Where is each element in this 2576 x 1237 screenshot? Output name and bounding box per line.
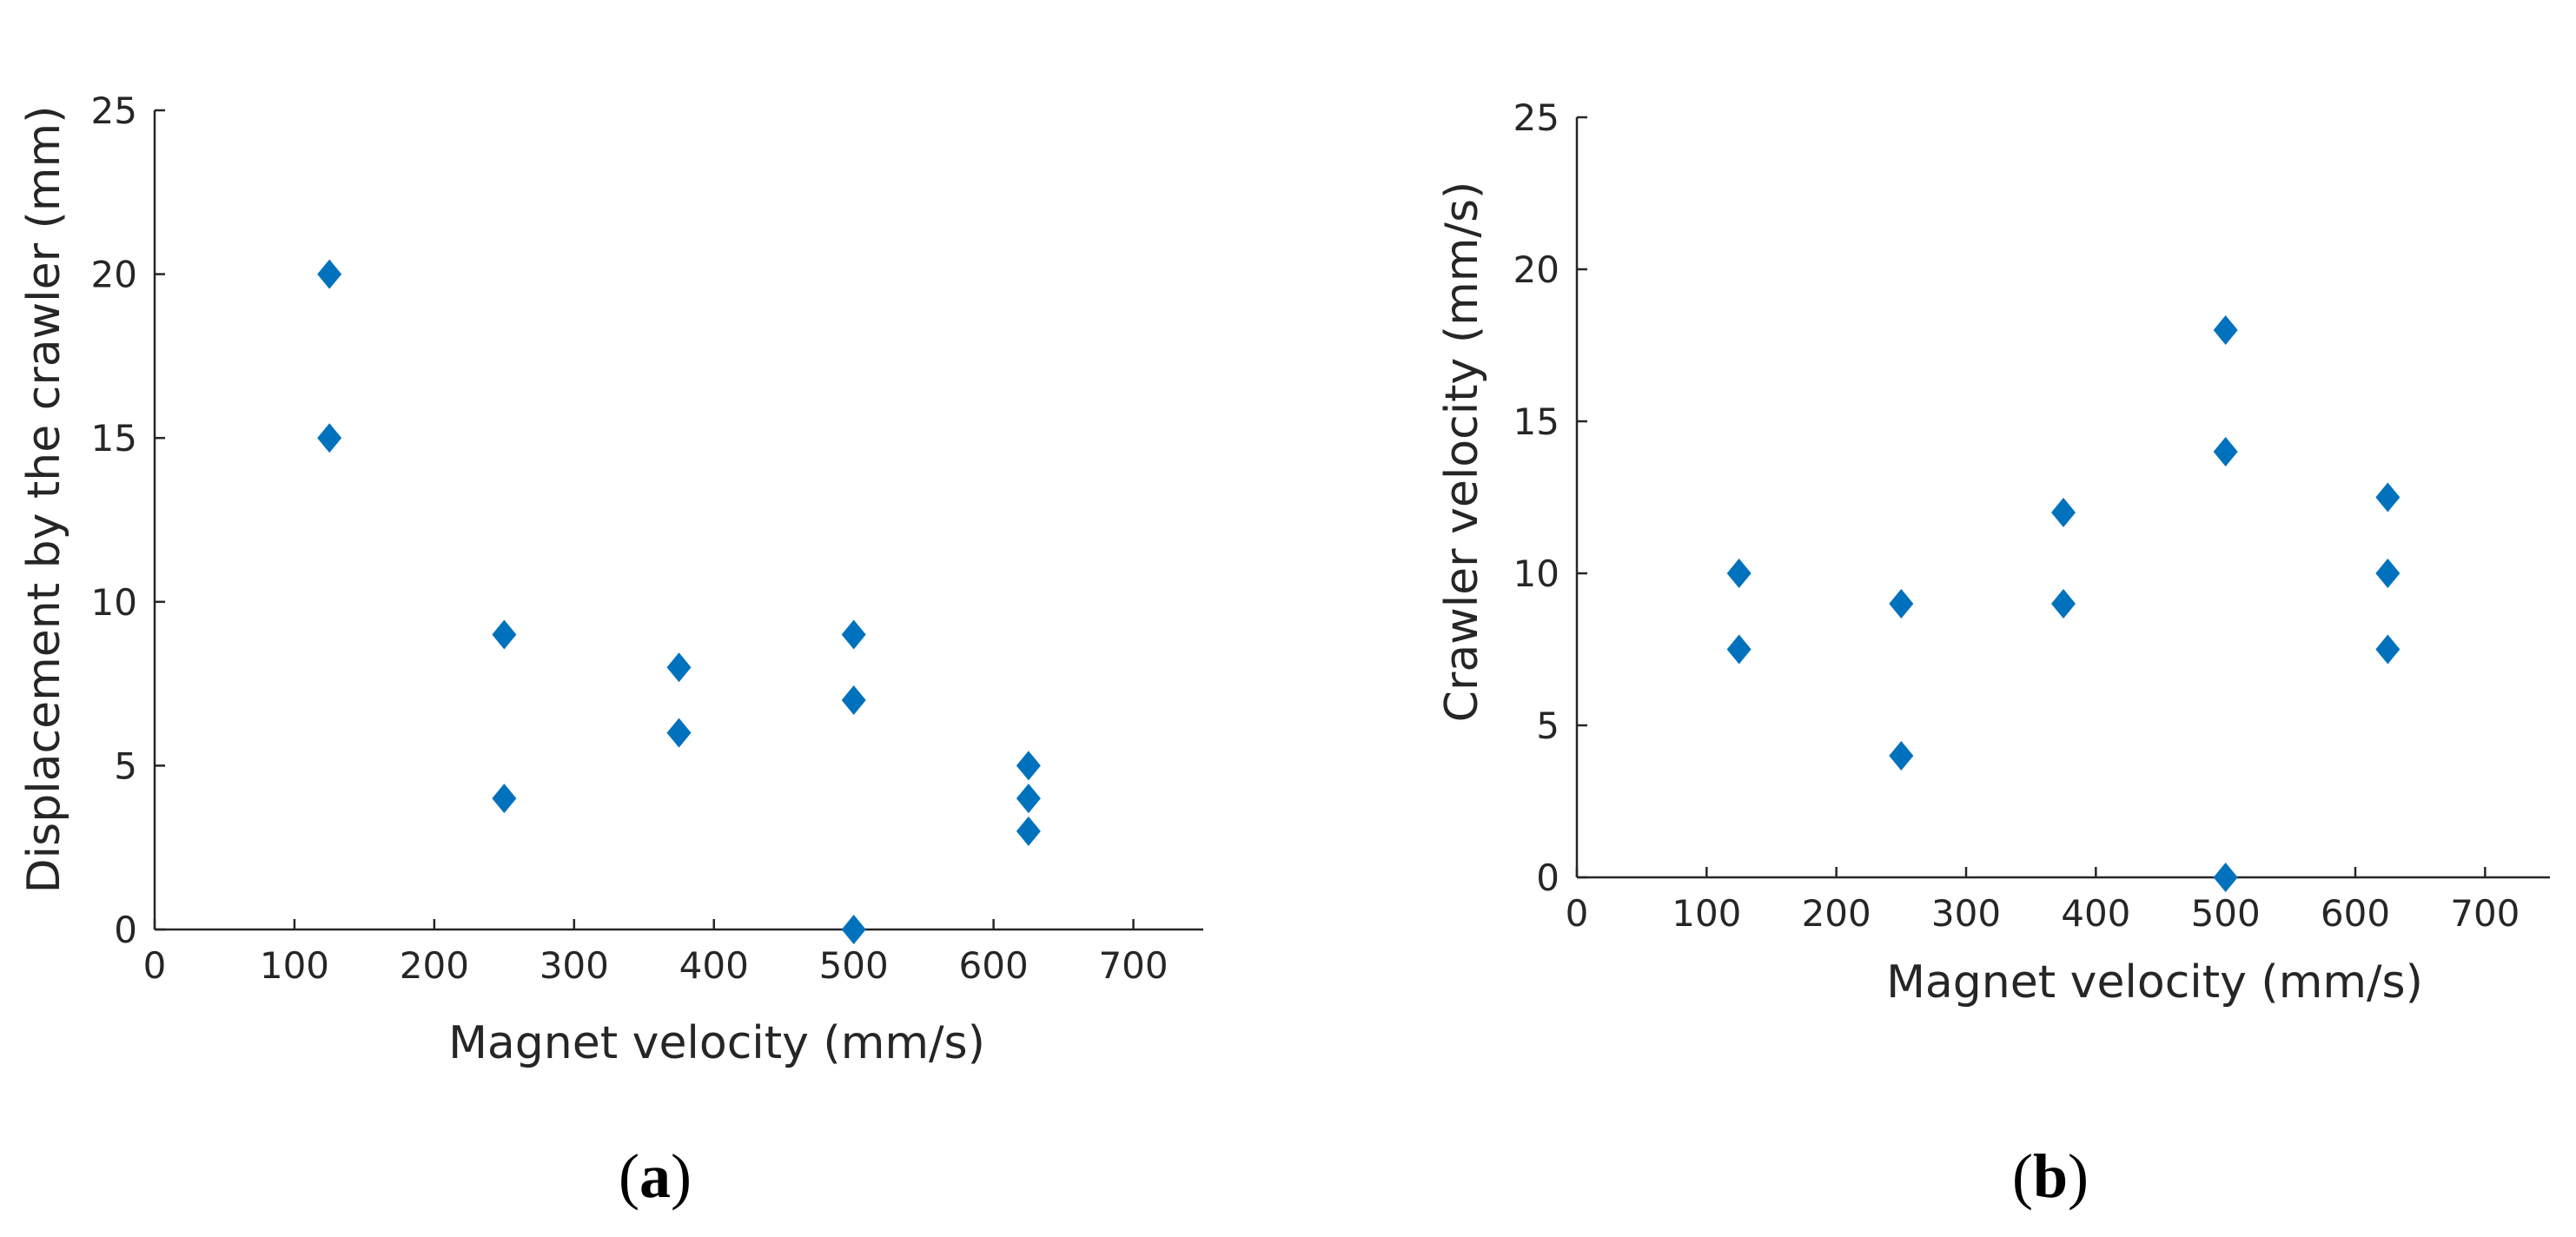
chart-a-x-tick-label: 700 bbox=[1098, 944, 1168, 987]
chart-b-point bbox=[2213, 315, 2238, 345]
chart-a-x-tick-label: 300 bbox=[540, 944, 609, 987]
chart-a-point bbox=[317, 259, 342, 289]
chart-b-x-tick-label: 300 bbox=[1931, 892, 2001, 935]
chart-panel-a: 0 100 200 300 400 500 600 700 0 5 10 15 20 25 Magnet … bbox=[18, 89, 1203, 1211]
chart-b-ticks: 0 100 200 300 400 500 600 700 0 5 10 15 20 25 bbox=[1513, 96, 2520, 935]
chart-b-x-tick-label: 500 bbox=[2191, 892, 2261, 935]
chart-a-point bbox=[841, 685, 866, 715]
chart-a-points bbox=[317, 259, 1041, 944]
chart-a-y-tick-label: 5 bbox=[114, 744, 137, 787]
panel-label-a-letter: a bbox=[639, 1141, 671, 1211]
chart-a-y-tick-label: 25 bbox=[91, 89, 137, 132]
chart-a-x-tick-label: 0 bbox=[143, 944, 167, 987]
chart-a-x-tick-label: 500 bbox=[819, 944, 889, 987]
chart-a-y-axis-title: Displacement by the crawler (mm) bbox=[18, 106, 70, 894]
chart-a-point bbox=[317, 423, 342, 453]
chart-b-x-tick-label: 200 bbox=[1802, 892, 1871, 935]
chart-a-point bbox=[1016, 784, 1041, 814]
chart-b-point bbox=[2213, 863, 2238, 892]
chart-b-point bbox=[2051, 589, 2076, 618]
chart-a-y-tick-label: 15 bbox=[91, 417, 137, 460]
chart-b-y-tick-label: 5 bbox=[1536, 704, 1560, 747]
chart-a-point bbox=[666, 718, 692, 748]
chart-b-y-tick-label: 20 bbox=[1513, 248, 1560, 291]
chart-b-y-tick-label: 25 bbox=[1513, 96, 1560, 139]
chart-a-point bbox=[1016, 751, 1041, 781]
chart-a-x-tick-label: 600 bbox=[959, 944, 1029, 987]
chart-b-x-tick-label: 600 bbox=[2321, 892, 2390, 935]
chart-b-point bbox=[1726, 559, 1752, 588]
chart-b-point bbox=[2375, 482, 2401, 513]
chart-a-y-tick-label: 0 bbox=[114, 909, 137, 951]
panel-label-a: (a) bbox=[619, 1141, 692, 1211]
chart-a-x-tick-label: 100 bbox=[260, 944, 329, 987]
chart-panel-b: 0 100 200 300 400 500 600 700 0 5 10 15 20 25 Magnet … bbox=[1436, 96, 2550, 1211]
chart-b-point bbox=[2375, 559, 2401, 588]
chart-b-point bbox=[2051, 498, 2076, 527]
chart-b-x-tick-label: 700 bbox=[2450, 892, 2520, 935]
chart-a-x-tick-label: 200 bbox=[400, 944, 469, 987]
chart-a-y-tick-label: 10 bbox=[91, 581, 137, 624]
chart-a-ticks: 0 100 200 300 400 500 600 700 0 5 10 15 20 25 bbox=[91, 89, 1169, 987]
chart-b-point bbox=[2375, 634, 2401, 665]
chart-a-point bbox=[841, 915, 866, 944]
chart-a-point bbox=[841, 619, 866, 650]
chart-b-point bbox=[1889, 589, 1914, 618]
chart-b-x-tick-label: 0 bbox=[1566, 892, 1589, 935]
chart-b-point bbox=[2213, 437, 2238, 466]
chart-b-point bbox=[1889, 741, 1914, 771]
chart-b-points bbox=[1726, 315, 2401, 892]
chart-a-y-tick-label: 20 bbox=[91, 254, 137, 296]
chart-b-x-tick-label: 400 bbox=[2061, 892, 2130, 935]
chart-a-point bbox=[1016, 816, 1041, 846]
chart-a-point bbox=[492, 619, 517, 650]
chart-b-point bbox=[1726, 634, 1752, 665]
chart-a-x-tick-label: 400 bbox=[679, 944, 749, 987]
chart-a-x-axis-title: Magnet velocity (mm/s) bbox=[448, 1017, 985, 1069]
panel-label-b: (b) bbox=[2012, 1141, 2089, 1211]
chart-a-axes bbox=[153, 110, 1203, 931]
chart-b-y-axis-title: Crawler velocity (mm/s) bbox=[1436, 182, 1488, 723]
panel-label-b-letter: b bbox=[2033, 1141, 2068, 1211]
chart-b-x-axis-title: Magnet velocity (mm/s) bbox=[1886, 956, 2423, 1009]
chart-a-point bbox=[666, 652, 692, 683]
chart-b-x-tick-label: 100 bbox=[1672, 892, 1741, 935]
chart-a-point bbox=[492, 784, 517, 814]
chart-b-y-tick-label: 15 bbox=[1513, 400, 1560, 443]
chart-b-y-tick-label: 10 bbox=[1513, 552, 1560, 595]
chart-b-y-tick-label: 0 bbox=[1536, 857, 1560, 899]
chart-b-axes bbox=[1575, 117, 2550, 879]
